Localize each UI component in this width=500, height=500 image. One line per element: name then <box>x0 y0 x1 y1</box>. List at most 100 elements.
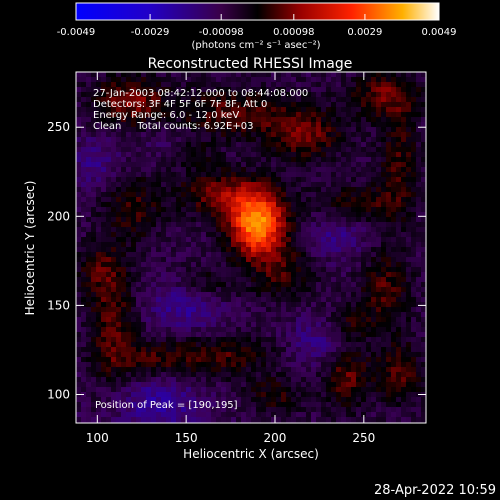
heatmap-cell <box>396 267 402 273</box>
heatmap-cell <box>266 142 272 148</box>
heatmap-cell <box>376 362 382 368</box>
heatmap-cell <box>276 162 282 168</box>
heatmap-cell <box>341 182 347 188</box>
heatmap-cell <box>336 282 342 288</box>
heatmap-cell <box>346 417 352 423</box>
heatmap-cell <box>356 387 362 393</box>
heatmap-cell <box>131 297 137 303</box>
heatmap-cell <box>301 292 307 298</box>
heatmap-cell <box>406 107 412 113</box>
heatmap-cell <box>386 132 392 138</box>
heatmap-cell <box>196 382 202 388</box>
heatmap-cell <box>381 277 387 283</box>
heatmap-cell <box>311 277 317 283</box>
y-tick-label: 250 <box>47 120 70 134</box>
heatmap-cell <box>191 327 197 333</box>
heatmap-cell <box>106 177 112 183</box>
heatmap-cell <box>291 262 297 268</box>
heatmap-cell <box>221 72 227 78</box>
heatmap-cell <box>121 142 127 148</box>
heatmap-cell <box>251 237 257 243</box>
heatmap-cell <box>286 107 292 113</box>
heatmap-cell <box>111 332 117 338</box>
heatmap-cell <box>361 307 367 313</box>
heatmap-cell <box>396 342 402 348</box>
heatmap-cell <box>91 102 97 108</box>
heatmap-cell <box>226 72 232 78</box>
heatmap-cell <box>161 257 167 263</box>
heatmap-cell <box>346 347 352 353</box>
heatmap-cell <box>216 352 222 358</box>
heatmap-cell <box>201 297 207 303</box>
heatmap-cell <box>331 187 337 193</box>
heatmap-cell <box>351 147 357 153</box>
heatmap-cell <box>281 292 287 298</box>
heatmap-cell <box>356 92 362 98</box>
heatmap-cell <box>421 232 427 238</box>
heatmap-cell <box>346 87 352 93</box>
heatmap-cell <box>361 367 367 373</box>
heatmap-cell <box>231 227 237 233</box>
heatmap-cell <box>261 337 267 343</box>
heatmap-cell <box>121 287 127 293</box>
heatmap-cell <box>126 267 132 273</box>
heatmap-cell <box>386 287 392 293</box>
heatmap-cell <box>356 97 362 103</box>
heatmap-cell <box>181 222 187 228</box>
heatmap-cell <box>141 262 147 268</box>
heatmap-cell <box>301 102 307 108</box>
heatmap-cell <box>111 202 117 208</box>
heatmap-cell <box>411 152 417 158</box>
heatmap-cell <box>361 157 367 163</box>
heatmap-cell <box>396 232 402 238</box>
heatmap-cell <box>241 217 247 223</box>
heatmap-cell <box>276 307 282 313</box>
heatmap-cell <box>136 317 142 323</box>
heatmap-cell <box>411 187 417 193</box>
heatmap-cell <box>306 72 312 78</box>
heatmap-cell <box>191 297 197 303</box>
heatmap-cell <box>251 247 257 253</box>
heatmap-cell <box>201 107 207 113</box>
heatmap-cell <box>301 117 307 123</box>
heatmap-cell <box>141 307 147 313</box>
heatmap-cell <box>261 412 267 418</box>
heatmap-cell <box>396 332 402 338</box>
heatmap-cell <box>266 322 272 328</box>
heatmap-cell <box>246 177 252 183</box>
heatmap-cell <box>251 302 257 308</box>
heatmap-cell <box>131 197 137 203</box>
heatmap-cell <box>406 272 412 278</box>
heatmap-cell <box>76 202 82 208</box>
heatmap-cell <box>306 142 312 148</box>
heatmap-cell <box>236 257 242 263</box>
heatmap-cell <box>246 387 252 393</box>
heatmap-cell <box>396 327 402 333</box>
heatmap-cell <box>366 372 372 378</box>
heatmap-cell <box>206 232 212 238</box>
heatmap-cell <box>181 142 187 148</box>
heatmap-cell <box>316 292 322 298</box>
heatmap-cell <box>241 287 247 293</box>
heatmap-cell <box>226 112 232 118</box>
heatmap-cell <box>76 222 82 228</box>
heatmap-cell <box>331 272 337 278</box>
heatmap-cell <box>256 277 262 283</box>
heatmap-cell <box>191 87 197 93</box>
heatmap-cell <box>281 322 287 328</box>
heatmap-cell <box>301 237 307 243</box>
heatmap-cell <box>361 207 367 213</box>
heatmap-cell <box>321 287 327 293</box>
heatmap-cell <box>206 237 212 243</box>
heatmap-cell <box>416 267 422 273</box>
heatmap-cell <box>291 267 297 273</box>
heatmap-cell <box>131 172 137 178</box>
heatmap-cell <box>396 262 402 268</box>
heatmap-cell <box>291 397 297 403</box>
heatmap-cell <box>131 407 137 413</box>
heatmap-cell <box>131 72 137 78</box>
heatmap-cell <box>106 82 112 88</box>
heatmap-cell <box>251 272 257 278</box>
heatmap-cell <box>291 97 297 103</box>
heatmap-cell <box>106 242 112 248</box>
